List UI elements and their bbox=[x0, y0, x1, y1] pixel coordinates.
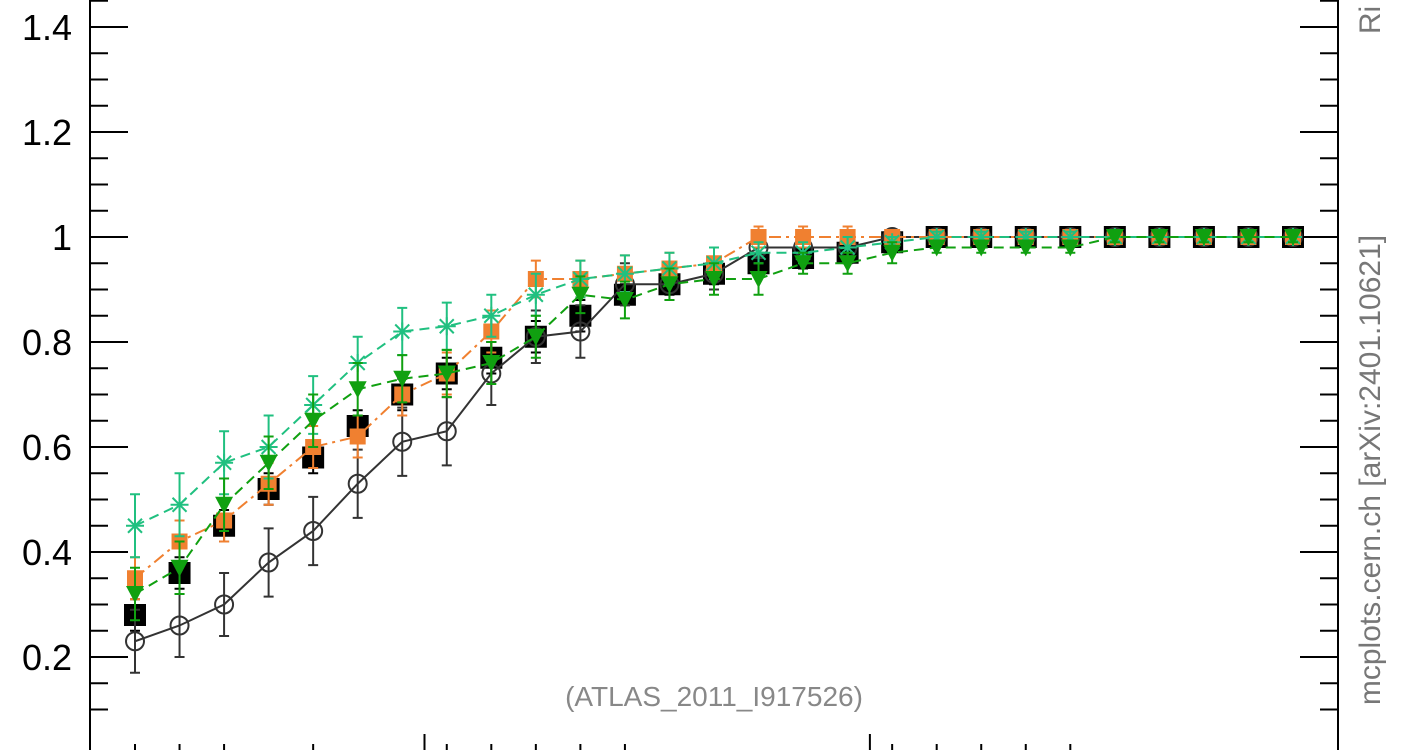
data-point bbox=[615, 264, 634, 283]
data-point bbox=[570, 321, 591, 342]
data-point bbox=[526, 285, 545, 304]
data-point bbox=[838, 255, 857, 273]
data-point bbox=[883, 244, 902, 262]
data-point bbox=[125, 631, 145, 652]
asterisk-stroke bbox=[439, 318, 455, 334]
side-label-top: Ri bbox=[1354, 6, 1387, 34]
data-point bbox=[170, 559, 189, 577]
data-point bbox=[215, 496, 234, 514]
data-point bbox=[1239, 229, 1258, 246]
data-point bbox=[169, 615, 190, 636]
data-point bbox=[482, 355, 501, 372]
data-point bbox=[215, 453, 234, 472]
data-point bbox=[126, 516, 144, 535]
data-point bbox=[349, 428, 366, 445]
data-point bbox=[437, 365, 456, 383]
data-point bbox=[436, 421, 457, 442]
data-point bbox=[1284, 229, 1302, 246]
axis-ticks bbox=[89, 0, 1339, 750]
data-point bbox=[615, 292, 634, 309]
asterisk-stroke bbox=[171, 497, 188, 513]
data-point bbox=[126, 586, 144, 603]
data-point bbox=[526, 328, 545, 346]
plot-frame bbox=[89, 0, 1339, 750]
y-tick-label: 0.6 bbox=[22, 427, 72, 468]
data-point bbox=[1061, 239, 1080, 257]
asterisk-stroke bbox=[483, 308, 500, 324]
data-point bbox=[794, 255, 813, 273]
data-point bbox=[1016, 239, 1035, 257]
data-point bbox=[304, 412, 323, 430]
y-tick-label: 1 bbox=[52, 217, 72, 258]
asterisk-stroke bbox=[127, 518, 143, 534]
data-series bbox=[124, 225, 1304, 674]
data-point bbox=[303, 521, 324, 541]
data-point bbox=[972, 239, 991, 257]
data-point bbox=[214, 594, 235, 615]
source-side-label: mcplots.cern.ch [arXiv:2401.10621] bbox=[1354, 235, 1387, 705]
data-point bbox=[347, 473, 368, 494]
data-point bbox=[348, 381, 367, 399]
data-point bbox=[660, 276, 679, 294]
data-point bbox=[571, 286, 590, 304]
data-point bbox=[749, 271, 768, 288]
series-4 bbox=[126, 229, 1302, 622]
y-tick-label: 0.8 bbox=[22, 322, 72, 363]
data-point bbox=[170, 495, 189, 514]
y-tick-label: 1.2 bbox=[22, 112, 72, 153]
data-point bbox=[927, 239, 946, 257]
data-point bbox=[750, 229, 767, 245]
data-point bbox=[1105, 229, 1124, 246]
y-tick-label: 0.2 bbox=[22, 637, 72, 678]
data-point bbox=[258, 552, 279, 573]
data-point bbox=[437, 317, 456, 336]
data-point bbox=[393, 322, 412, 341]
data-point bbox=[749, 243, 768, 262]
data-point bbox=[392, 431, 413, 452]
data-point bbox=[393, 370, 412, 388]
analysis-watermark: (ATLAS_2011_I917526) bbox=[565, 681, 863, 712]
asterisk-stroke bbox=[617, 266, 633, 282]
axis-tick-labels: 0.2 0.4 0.6 0.8 1 1.2 1.4 bbox=[22, 7, 72, 678]
y-tick-label: 0.4 bbox=[22, 532, 72, 573]
data-point bbox=[1150, 229, 1169, 246]
asterisk-stroke bbox=[394, 323, 410, 340]
data-point bbox=[482, 306, 501, 325]
data-point bbox=[795, 229, 812, 245]
asterisk-stroke bbox=[216, 455, 232, 471]
y-tick-label: 1.4 bbox=[22, 7, 72, 48]
asterisk-stroke bbox=[528, 287, 544, 303]
asterisk-stroke bbox=[750, 245, 767, 261]
data-point bbox=[259, 454, 278, 472]
data-point bbox=[705, 271, 723, 288]
data-point bbox=[1194, 229, 1213, 246]
